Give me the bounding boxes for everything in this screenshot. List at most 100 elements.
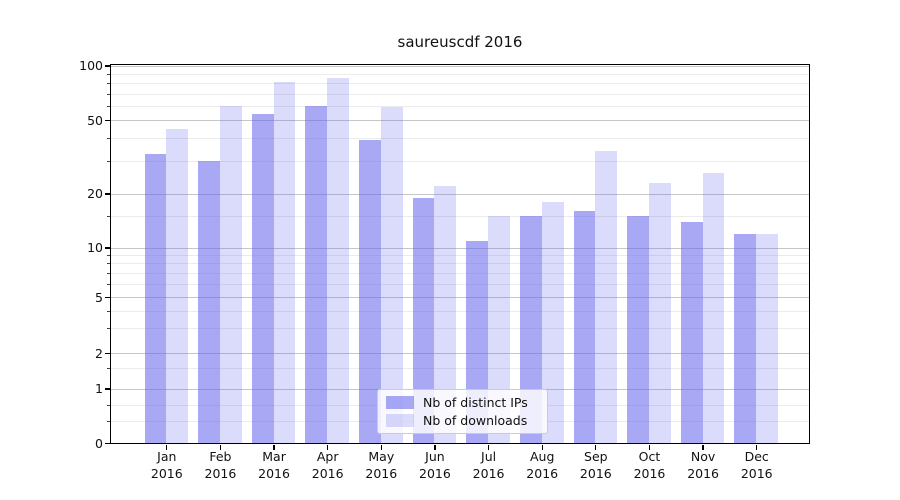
bar-downloads-may bbox=[380, 107, 403, 444]
x-tick-mark bbox=[219, 444, 222, 450]
x-tick-label: Sep 2016 bbox=[579, 449, 612, 481]
legend-item-downloads: Nb of downloads bbox=[386, 413, 539, 428]
y-minor-gridline bbox=[111, 283, 809, 285]
y-tick-label: 50 bbox=[87, 112, 103, 128]
legend-label: Nb of downloads bbox=[423, 413, 528, 428]
y-minor-gridline bbox=[111, 272, 809, 274]
y-minor-tick-mark bbox=[107, 283, 110, 285]
legend-label: Nb of distinct IPs bbox=[423, 395, 528, 410]
x-tick-label: Nov 2016 bbox=[687, 449, 719, 481]
y-major-gridline bbox=[111, 193, 809, 195]
x-tick-mark bbox=[487, 444, 490, 450]
x-tick-mark bbox=[595, 444, 597, 450]
y-minor-tick-mark bbox=[107, 73, 110, 75]
y-minor-tick-mark bbox=[107, 328, 110, 330]
y-tick-mark bbox=[105, 352, 110, 355]
bar-downloads-jun bbox=[434, 186, 457, 444]
y-minor-tick-mark bbox=[107, 255, 110, 257]
x-tick-label: Jan 2016 bbox=[150, 449, 183, 481]
bar-distinct-ips-oct bbox=[627, 216, 649, 444]
y-minor-tick-mark bbox=[107, 421, 110, 423]
y-major-gridline bbox=[111, 247, 809, 249]
bar-downloads-jan bbox=[166, 128, 189, 444]
bar-downloads-feb bbox=[219, 106, 242, 444]
x-tick-label: Mar 2016 bbox=[258, 449, 290, 481]
x-tick-label: Jun 2016 bbox=[419, 449, 451, 481]
y-tick-label: 20 bbox=[87, 186, 103, 201]
y-tick-mark bbox=[105, 296, 110, 299]
x-tick-mark bbox=[327, 444, 329, 450]
y-minor-tick-mark bbox=[107, 93, 110, 95]
y-minor-tick-mark bbox=[107, 263, 110, 265]
y-minor-gridline bbox=[111, 255, 809, 257]
x-tick-label: Feb 2016 bbox=[204, 449, 237, 481]
bar-downloads-mar bbox=[273, 81, 296, 444]
bar-distinct-ips-aug bbox=[519, 216, 542, 444]
y-major-gridline bbox=[111, 65, 809, 67]
x-tick-mark bbox=[434, 444, 436, 450]
bar-downloads-oct bbox=[648, 182, 671, 444]
y-tick-label: 5 bbox=[95, 289, 103, 305]
y-minor-gridline bbox=[111, 83, 809, 85]
bar-distinct-ips-mar bbox=[251, 114, 274, 444]
y-tick-mark bbox=[105, 247, 110, 249]
x-tick-label: May 2016 bbox=[365, 449, 398, 481]
bar-downloads-dec bbox=[756, 233, 779, 444]
y-tick-label: 100 bbox=[79, 58, 103, 73]
bar-distinct-ips-dec bbox=[734, 233, 757, 444]
x-tick-label: Dec 2016 bbox=[740, 449, 773, 481]
y-minor-tick-mark bbox=[107, 137, 110, 139]
y-major-gridline bbox=[111, 120, 809, 121]
bar-distinct-ips-nov bbox=[680, 221, 703, 444]
bar-downloads-nov bbox=[702, 172, 725, 444]
y-tick-label: 1 bbox=[95, 381, 103, 396]
bar-distinct-ips-feb bbox=[198, 161, 220, 444]
y-minor-tick-mark bbox=[107, 404, 110, 406]
y-tick-mark bbox=[105, 442, 110, 445]
y-minor-tick-mark bbox=[107, 160, 110, 162]
bar-downloads-aug bbox=[541, 202, 564, 444]
bar-downloads-jul bbox=[488, 216, 510, 444]
bar-distinct-ips-jun bbox=[412, 197, 435, 444]
y-minor-gridline bbox=[111, 328, 809, 330]
y-minor-tick-mark bbox=[107, 310, 110, 312]
y-minor-tick-mark bbox=[107, 105, 110, 107]
y-minor-gridline bbox=[111, 160, 809, 162]
x-tick-mark bbox=[648, 444, 651, 450]
x-tick-mark bbox=[166, 444, 168, 450]
x-tick-mark bbox=[273, 444, 275, 450]
y-tick-mark bbox=[105, 65, 110, 67]
y-minor-gridline bbox=[111, 93, 809, 95]
y-minor-tick-mark bbox=[107, 215, 110, 217]
x-tick-label: Apr 2016 bbox=[311, 449, 344, 481]
legend-item-distinct-ips: Nb of distinct IPs bbox=[386, 395, 539, 410]
y-minor-gridline bbox=[111, 215, 809, 217]
chart-title: saureuscdf 2016 bbox=[397, 33, 523, 51]
legend-swatch-downloads bbox=[386, 414, 414, 427]
y-tick-mark bbox=[105, 119, 110, 122]
y-minor-gridline bbox=[111, 105, 809, 107]
bar-distinct-ips-sep bbox=[573, 211, 596, 444]
x-tick-label: Oct 2016 bbox=[633, 449, 666, 481]
bar-distinct-ips-may bbox=[359, 140, 381, 444]
y-minor-gridline bbox=[111, 310, 809, 312]
y-tick-mark bbox=[105, 388, 110, 390]
bar-downloads-apr bbox=[327, 77, 349, 444]
bar-distinct-ips-apr bbox=[305, 106, 328, 444]
y-minor-gridline bbox=[111, 73, 809, 75]
y-tick-label: 0 bbox=[95, 435, 103, 451]
y-minor-gridline bbox=[111, 263, 809, 265]
y-major-gridline bbox=[111, 297, 809, 298]
x-tick-label: Jul 2016 bbox=[472, 449, 505, 481]
y-minor-tick-mark bbox=[107, 367, 110, 369]
x-tick-mark bbox=[541, 444, 543, 450]
y-minor-tick-mark bbox=[107, 272, 110, 274]
x-tick-mark bbox=[702, 444, 704, 450]
legend-swatch-distinct-ips bbox=[386, 396, 414, 409]
bar-distinct-ips-jan bbox=[144, 153, 167, 444]
y-tick-label: 10 bbox=[87, 240, 103, 255]
y-tick-label: 2 bbox=[95, 345, 103, 361]
x-tick-mark bbox=[756, 444, 758, 450]
y-minor-gridline bbox=[111, 137, 809, 139]
